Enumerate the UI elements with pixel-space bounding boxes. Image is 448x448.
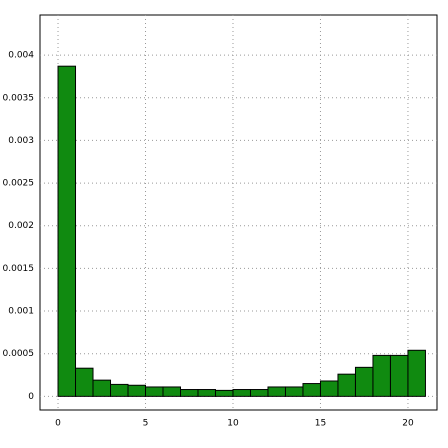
bar [92, 379, 112, 397]
y-tick-label: 0.0035 [3, 93, 35, 103]
bar [319, 380, 339, 397]
x-tick-label: 0 [55, 419, 61, 429]
bar [284, 386, 304, 397]
bar [354, 366, 374, 397]
bar [407, 349, 426, 397]
bar [389, 354, 409, 397]
bar [127, 384, 147, 397]
bar [232, 389, 251, 397]
y-tick-label: 0.003 [8, 136, 34, 146]
x-tick-label: 15 [315, 419, 326, 429]
bar [110, 383, 129, 397]
x-tick-label: 20 [402, 419, 414, 429]
y-tick-label: 0 [28, 392, 34, 402]
y-tick-label: 0.0015 [3, 264, 35, 274]
bar [337, 373, 356, 397]
bar [249, 389, 269, 397]
bar [162, 386, 181, 397]
y-tick-label: 0.0005 [3, 349, 35, 359]
bar [267, 386, 286, 397]
bar [214, 389, 234, 397]
y-tick-label: 0.0025 [3, 179, 35, 189]
bar [197, 389, 216, 397]
bar [75, 367, 94, 397]
y-tick-label: 0.002 [8, 221, 34, 231]
x-tick-label: 5 [143, 419, 149, 429]
y-tick-label: 0.004 [8, 51, 34, 61]
bar [179, 389, 199, 397]
bar [372, 354, 391, 397]
bar [302, 383, 321, 397]
bar [145, 386, 164, 397]
bar [57, 65, 77, 397]
x-tick-label: 10 [227, 419, 239, 429]
y-tick-label: 0.001 [8, 307, 34, 317]
plot-frame [39, 14, 438, 411]
